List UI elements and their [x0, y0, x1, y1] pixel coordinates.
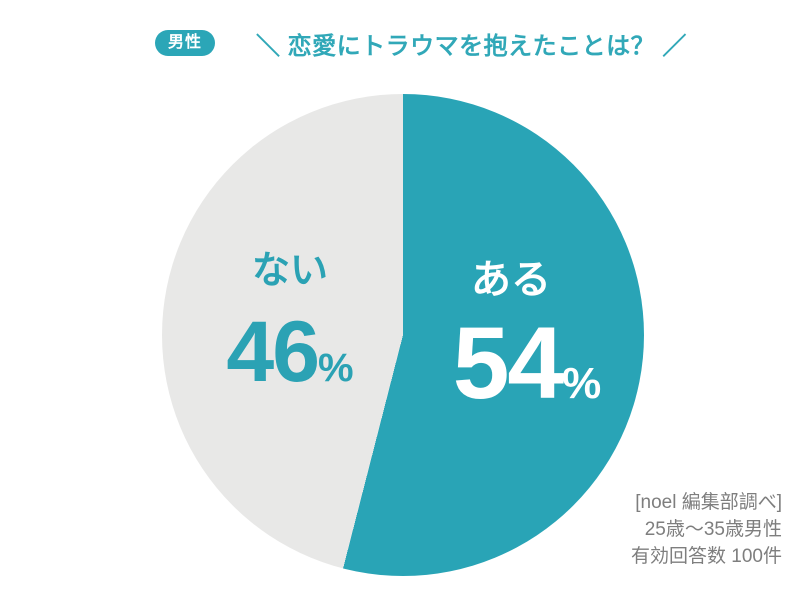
gender-badge: 男性 — [155, 30, 216, 56]
pie-chart — [162, 94, 644, 576]
chart-title: ＼ 恋愛にトラウマを抱えたことは？ ／ — [256, 33, 687, 60]
source-line-demographic: 25歳〜35歳男性 — [644, 519, 782, 540]
source-line-credit: [noel 編集部調べ] — [635, 492, 782, 513]
source-line-responses: 有効回答数 100件 — [631, 546, 782, 567]
survey-source-note: [noel 編集部調べ] 25歳〜35歳男性 有効回答数 100件 — [631, 489, 782, 570]
